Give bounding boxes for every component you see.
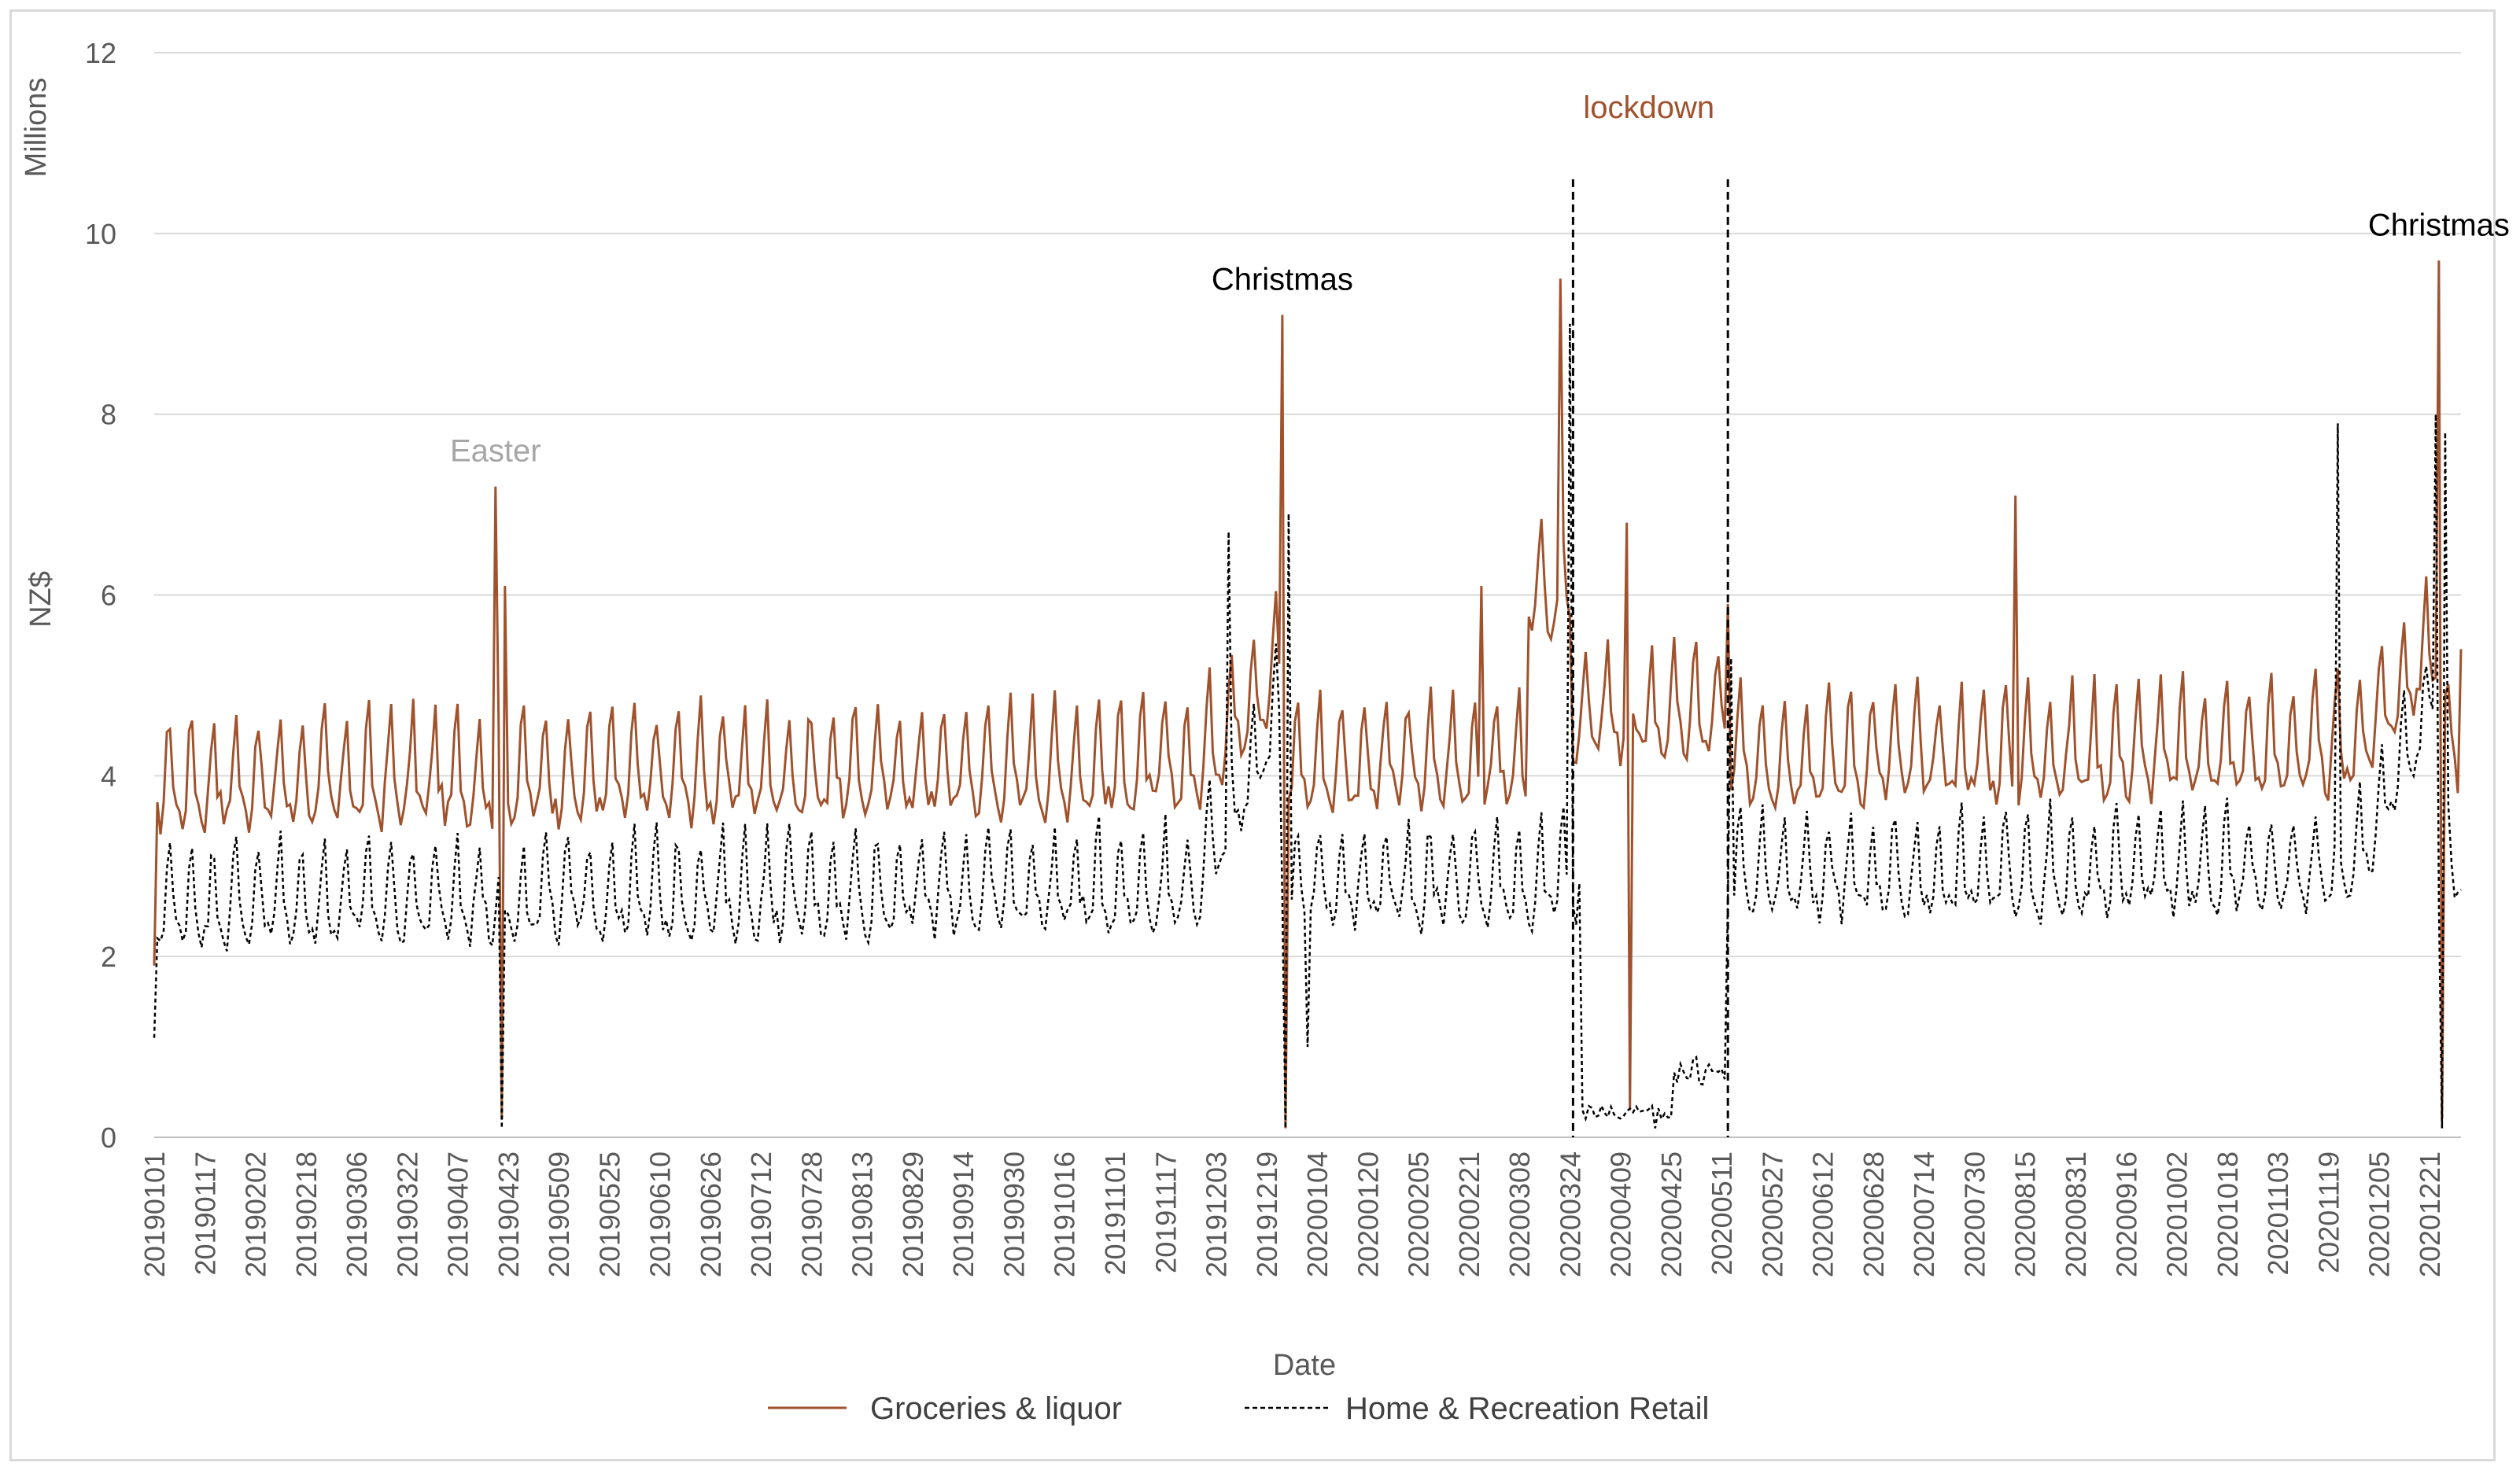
y-tick-label: 6	[101, 580, 116, 612]
legend-label-groceries: Groceries & liquor	[870, 1391, 1122, 1426]
x-tick-label: 20191016	[1049, 1151, 1081, 1277]
x-tick-label: 20191117	[1149, 1151, 1182, 1273]
y-tick-label: 4	[101, 760, 116, 792]
x-tick-label: 20201205	[2363, 1151, 2396, 1277]
lockdown-markers	[1571, 179, 1729, 1137]
annotation-label: lockdown	[1583, 90, 1714, 125]
x-tick-label: 20201221	[2414, 1151, 2446, 1277]
x-tick-label: 20200831	[2060, 1151, 2092, 1277]
x-tick-label: 20200628	[1858, 1151, 1890, 1277]
x-tick-label: 20190626	[695, 1151, 727, 1277]
x-tick-label: 20200104	[1301, 1151, 1334, 1277]
legend-label-home-recreation: Home & Recreation Retail	[1345, 1391, 1709, 1426]
x-tick-label: 20191219	[1251, 1151, 1283, 1277]
y-tick-label: 8	[101, 399, 116, 431]
series-lines	[153, 260, 2463, 1129]
x-tick-label: 20201018	[2212, 1151, 2244, 1277]
x-tick-label: 20200511	[1706, 1151, 1738, 1276]
x-tick-label: 20190101	[138, 1151, 171, 1277]
chart-frame	[9, 9, 2496, 1461]
x-tick-label: 20190509	[543, 1151, 575, 1277]
x-tick-label: 20200612	[1807, 1151, 1839, 1277]
y-axis-title: NZ$	[24, 571, 57, 628]
x-tick-label: 20190712	[745, 1151, 777, 1277]
x-tick-label: 20200815	[2009, 1151, 2042, 1277]
x-tick-label: 20190218	[290, 1151, 323, 1277]
x-tick-label: 20190117	[189, 1151, 221, 1276]
x-tick-label: 20200730	[1958, 1151, 1991, 1277]
x-tick-label: 20190728	[795, 1151, 828, 1277]
x-tick-label: 20200916	[2110, 1151, 2142, 1277]
x-tick-label: 20190407	[442, 1151, 474, 1277]
x-tick-label: 20200308	[1504, 1151, 1536, 1277]
x-tick-label: 20190306	[341, 1151, 373, 1277]
x-tick-label: 20190914	[947, 1151, 980, 1277]
annotation-label: Christmas	[2368, 208, 2510, 242]
x-tick-label: 20201119	[2312, 1151, 2345, 1273]
x-tick-label: 20200527	[1756, 1151, 1788, 1277]
annotations: Easter Christmas lockdown Christmas	[450, 90, 2510, 469]
x-tick-label: 20190525	[593, 1151, 625, 1277]
x-tick-label: 20200425	[1655, 1151, 1688, 1277]
series-line-groceries-liquor	[153, 260, 2463, 1129]
x-tick-label: 20191101	[1099, 1151, 1131, 1276]
y-tick-label: 12	[85, 37, 116, 69]
gridlines	[154, 52, 2461, 1138]
y-unit-label: Millions	[20, 78, 53, 178]
x-tick-label: 20200409	[1605, 1151, 1637, 1277]
x-tick-label: 20201103	[2262, 1151, 2294, 1276]
x-tick-label: 20190930	[998, 1151, 1030, 1277]
legend: Groceries & liquor Home & Recreation Ret…	[768, 1391, 1709, 1426]
x-tick-label: 20200714	[1908, 1151, 1940, 1277]
series-line-home-recreation-retail	[153, 323, 2462, 1129]
x-axis-ticks: 20190101 20190117 20190202 20190218 20190306…	[138, 1151, 2446, 1277]
y-tick-label: 2	[101, 941, 116, 973]
x-tick-label: 20190202	[240, 1151, 272, 1277]
y-tick-label: 0	[101, 1122, 116, 1154]
annotation-label: Easter	[450, 434, 541, 469]
x-tick-label: 20190829	[897, 1151, 929, 1277]
x-tick-label: 20200324	[1554, 1151, 1586, 1277]
x-tick-label: 20200205	[1403, 1151, 1435, 1277]
y-tick-label: 10	[85, 218, 116, 250]
x-tick-label: 20190322	[391, 1151, 423, 1277]
x-tick-label: 20190813	[847, 1151, 879, 1277]
x-tick-label: 20190423	[493, 1151, 525, 1277]
x-tick-label: 20200221	[1453, 1151, 1485, 1277]
x-tick-label: 20200120	[1352, 1151, 1384, 1277]
annotation-label: Christmas	[1212, 262, 1353, 297]
x-axis-title: Date	[1273, 1349, 1336, 1382]
y-axis-ticks: 0 2 4 6 8 10 12	[85, 37, 116, 1154]
x-tick-label: 20201002	[2161, 1151, 2193, 1277]
x-tick-label: 20191203	[1201, 1151, 1233, 1277]
x-tick-label: 20190610	[644, 1151, 677, 1277]
